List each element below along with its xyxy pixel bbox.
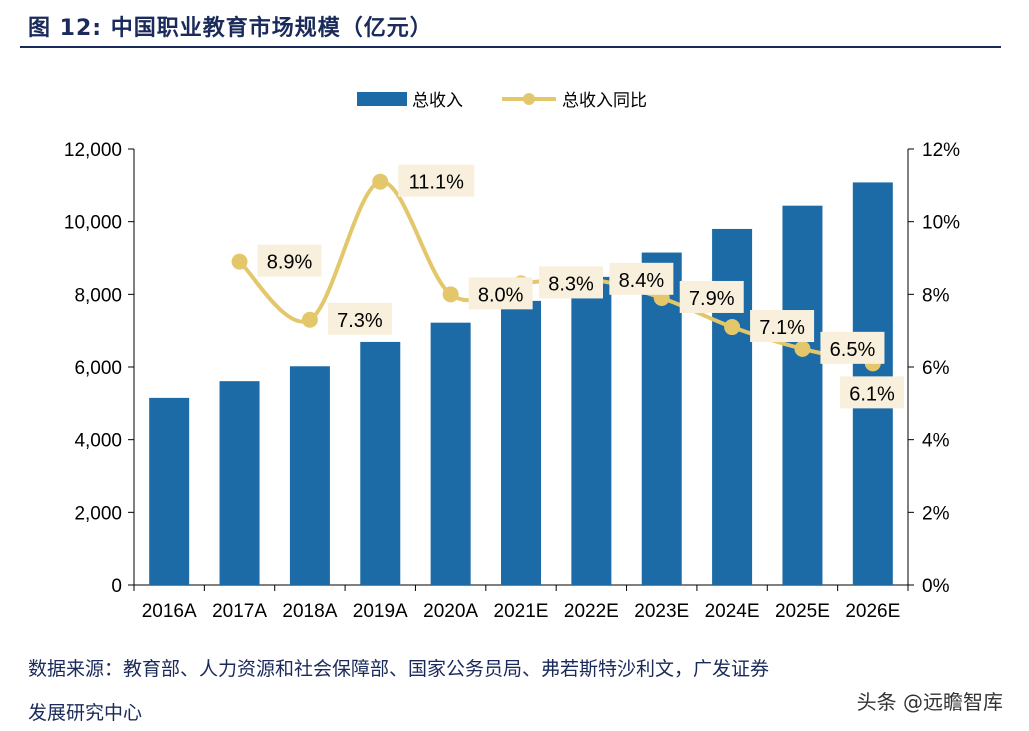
data-label: 8.9%	[267, 252, 313, 274]
data-label-box	[679, 280, 744, 313]
data-label: 7.9%	[689, 288, 735, 310]
x-tick-label: 2024E	[705, 601, 760, 622]
data-label: 8.0%	[478, 284, 524, 306]
bar-2023E	[641, 252, 682, 586]
x-tick-label: 2023E	[634, 601, 689, 622]
data-label-box	[539, 266, 603, 299]
x-tick-label: 2026E	[845, 601, 900, 622]
bar-2025E	[782, 205, 823, 585]
bar-2016A	[149, 397, 190, 585]
right-tick-label: 6%	[922, 358, 950, 379]
bar-2018A	[289, 366, 330, 585]
growth-point	[372, 173, 389, 190]
data-label: 11.1%	[409, 172, 464, 194]
right-tick-label: 4%	[922, 431, 950, 452]
title-rule	[20, 46, 1001, 48]
bar-2022E	[571, 276, 612, 585]
data-label-box	[468, 277, 533, 310]
bar-2019A	[360, 341, 401, 585]
data-label-box	[609, 262, 674, 295]
left-tick-label: 2,000	[74, 503, 122, 524]
legend-bar-label: 总收入	[412, 91, 463, 111]
x-tick-label: 2021E	[494, 601, 549, 622]
source-line-2: 发展研究中心	[28, 702, 143, 724]
left-tick-label: 0	[111, 576, 122, 597]
x-tick-label: 2019A	[353, 601, 408, 622]
data-label: 8.3%	[548, 273, 594, 295]
right-tick-label: 0%	[922, 576, 950, 597]
bar-2020A	[430, 322, 471, 585]
x-tick-label: 2018A	[282, 601, 337, 622]
figure-title: 图 12: 中国职业教育市场规模（亿元）	[28, 16, 433, 41]
x-tick-label: 2022E	[564, 601, 619, 622]
data-label-box	[257, 244, 322, 277]
data-label: 8.4%	[619, 270, 665, 292]
data-label-box	[840, 376, 904, 409]
data-label-box	[398, 164, 475, 197]
growth-point	[794, 340, 811, 357]
growth-point	[231, 253, 248, 270]
bar-2017A	[219, 381, 260, 585]
left-tick-label: 10,000	[64, 213, 122, 234]
growth-point	[724, 319, 741, 336]
growth-point	[301, 311, 318, 328]
x-tick-label: 2025E	[775, 601, 830, 622]
source-line-1: 数据来源：教育部、人力资源和社会保障部、国家公务员局、弗若斯特沙利文，广发证券	[28, 658, 770, 680]
data-label-box	[820, 331, 885, 364]
right-tick-label: 8%	[922, 285, 950, 306]
data-label: 6.5%	[830, 339, 876, 361]
data-label: 6.1%	[849, 383, 895, 405]
left-tick-label: 12,000	[64, 140, 122, 161]
right-tick-label: 2%	[922, 503, 950, 524]
watermark: 头条 @远瞻智库	[856, 690, 1003, 714]
x-tick-label: 2017A	[212, 601, 267, 622]
left-tick-label: 8,000	[74, 285, 122, 306]
bar-2021E	[501, 300, 541, 585]
left-tick-label: 4,000	[74, 431, 122, 452]
x-tick-label: 2020A	[423, 601, 478, 622]
left-tick-label: 6,000	[74, 358, 122, 379]
data-label: 7.1%	[759, 317, 805, 339]
legend-line-marker	[523, 93, 535, 105]
data-label-box	[327, 302, 392, 335]
data-label-box	[750, 310, 815, 343]
right-tick-label: 12%	[922, 140, 960, 161]
legend-bar-swatch	[357, 92, 407, 106]
x-tick-label: 2016A	[142, 601, 197, 622]
legend-line-label: 总收入同比	[562, 91, 647, 111]
data-label: 7.3%	[337, 310, 383, 332]
right-tick-label: 10%	[922, 213, 960, 234]
growth-point	[442, 286, 459, 303]
